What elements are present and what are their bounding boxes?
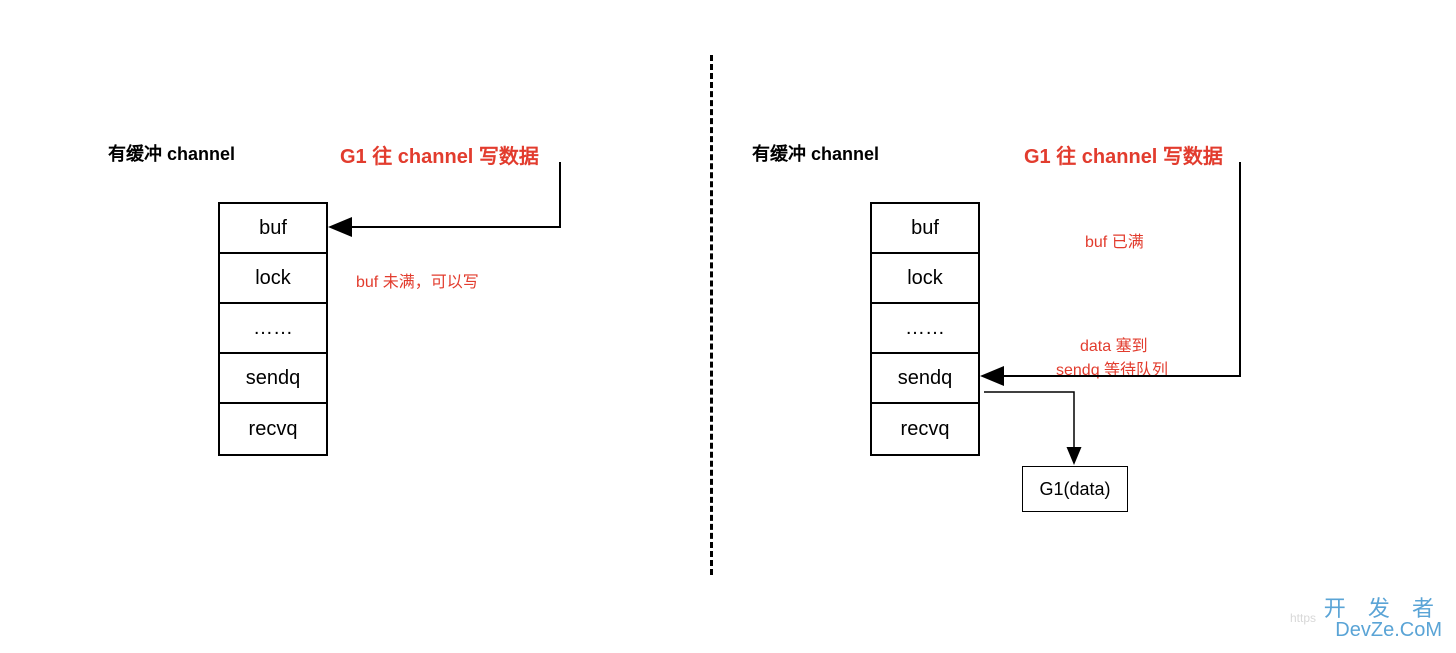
watermark-line2: DevZe.CoM — [1324, 620, 1442, 641]
stack-cell-dots: …… — [872, 304, 978, 354]
right-arrows — [730, 0, 1456, 653]
panel-divider — [710, 55, 713, 575]
g1-data-box: G1(data) — [1022, 466, 1128, 512]
left-action-label: G1 往 channel 写数据 — [340, 140, 539, 169]
left-arrows — [0, 0, 710, 653]
stack-cell-sendq: sendq — [220, 354, 326, 404]
right-note-buf-full: buf 已满 — [1085, 228, 1144, 252]
right-note-data-line2: sendq 等待队列 — [1056, 356, 1168, 380]
left-header: 有缓冲 channel — [108, 140, 235, 166]
left-stack: buf lock …… sendq recvq — [218, 202, 328, 456]
left-note: buf 未满，可以写 — [356, 268, 479, 292]
right-header: 有缓冲 channel — [752, 140, 879, 166]
watermark: 开 发 者 DevZe.CoM — [1324, 597, 1442, 641]
right-action-label: G1 往 channel 写数据 — [1024, 140, 1223, 169]
stack-cell-lock: lock — [872, 254, 978, 304]
stack-cell-recvq: recvq — [220, 404, 326, 454]
stack-cell-lock: lock — [220, 254, 326, 304]
watermark-faint: https — [1290, 611, 1316, 625]
stack-cell-recvq: recvq — [872, 404, 978, 454]
stack-cell-dots: …… — [220, 304, 326, 354]
right-stack: buf lock …… sendq recvq — [870, 202, 980, 456]
stack-cell-buf: buf — [220, 204, 326, 254]
stack-cell-sendq: sendq — [872, 354, 978, 404]
stack-cell-buf: buf — [872, 204, 978, 254]
watermark-line1: 开 发 者 — [1324, 597, 1442, 620]
right-note-data-line1: data 塞到 — [1080, 332, 1148, 356]
